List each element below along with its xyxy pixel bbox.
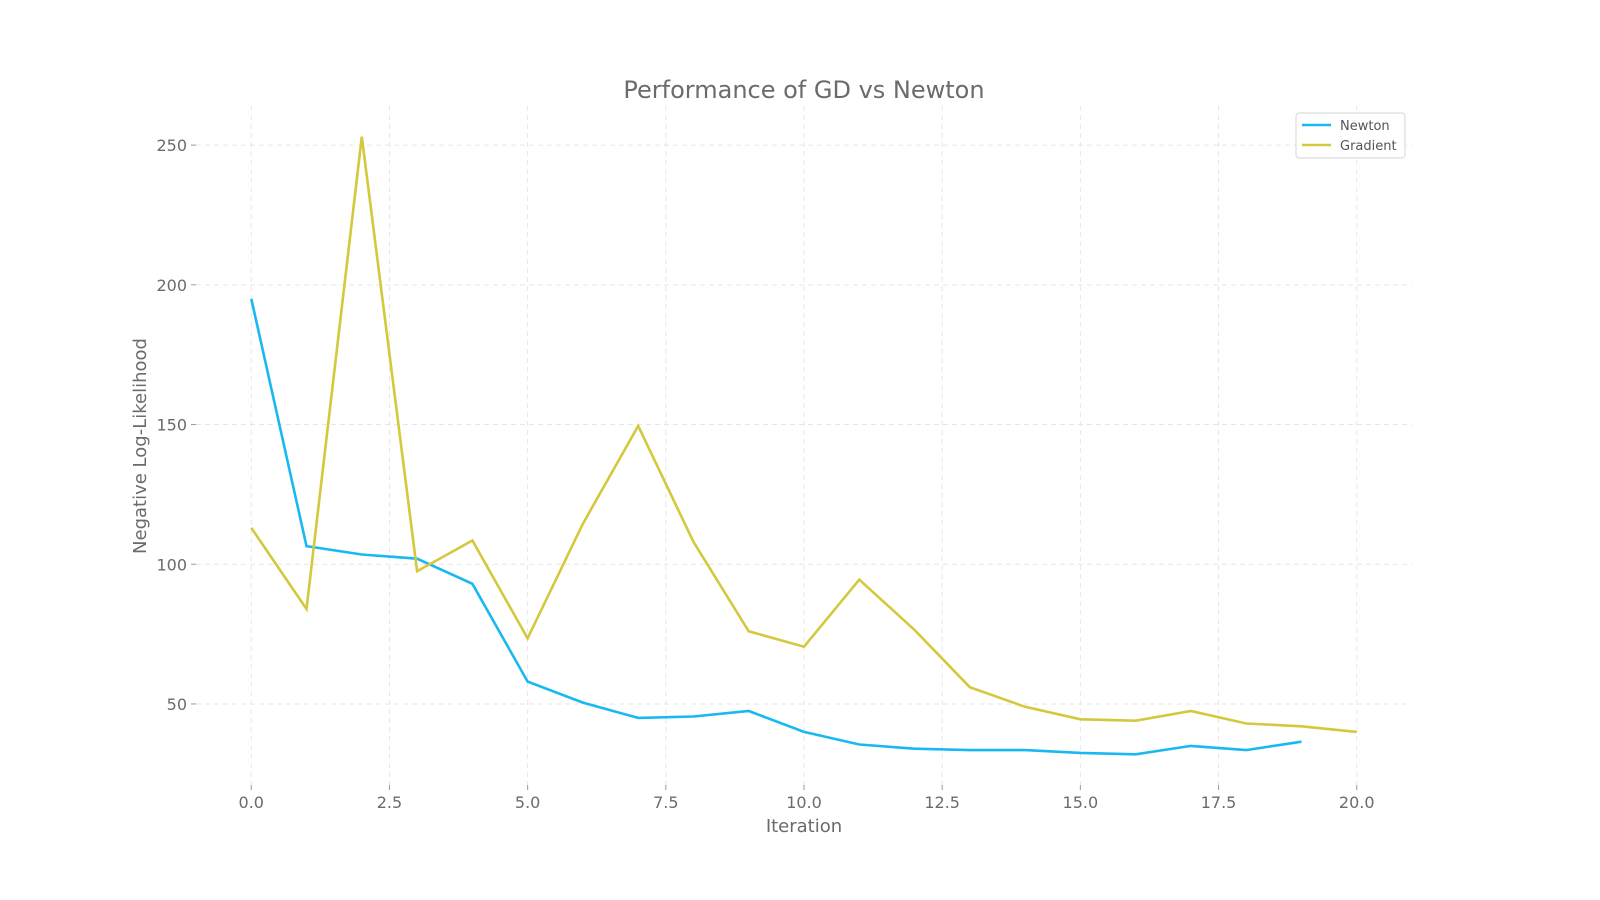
x-tick-label: 0.0 bbox=[239, 793, 264, 812]
grid bbox=[196, 106, 1412, 785]
x-axis-label: Iteration bbox=[766, 816, 842, 837]
legend-label-newton: Newton bbox=[1340, 119, 1390, 134]
x-tick-label: 12.5 bbox=[924, 793, 960, 812]
axes: 0.0 2.5 5.0 7.5 10.0 12.5 15.0 17.5 20.0 50 100 150… bbox=[156, 136, 1374, 812]
x-tick-label: 20.0 bbox=[1339, 793, 1375, 812]
y-tick-label: 50 bbox=[167, 695, 187, 714]
x-tick-label: 17.5 bbox=[1201, 793, 1237, 812]
y-tick-label: 100 bbox=[156, 555, 187, 574]
series-lines bbox=[250, 136, 1357, 756]
x-tick-label: 7.5 bbox=[653, 793, 678, 812]
x-tick-label: 2.5 bbox=[377, 793, 402, 812]
y-tick-label: 200 bbox=[156, 276, 187, 295]
x-tick-label: 15.0 bbox=[1063, 793, 1099, 812]
chart-title: Performance of GD vs Newton bbox=[623, 76, 984, 104]
gradient-series-line bbox=[250, 136, 1357, 734]
x-tick-label: 10.0 bbox=[786, 793, 822, 812]
x-tick-label: 5.0 bbox=[515, 793, 540, 812]
y-tick-label: 250 bbox=[156, 136, 187, 155]
y-axis-label: Negative Log-Likelihood bbox=[130, 338, 151, 554]
newton-series-line bbox=[250, 298, 1302, 756]
legend-label-gradient: Gradient bbox=[1340, 139, 1397, 154]
legend: Newton Gradient bbox=[1295, 112, 1406, 159]
y-tick-label: 150 bbox=[156, 416, 187, 435]
